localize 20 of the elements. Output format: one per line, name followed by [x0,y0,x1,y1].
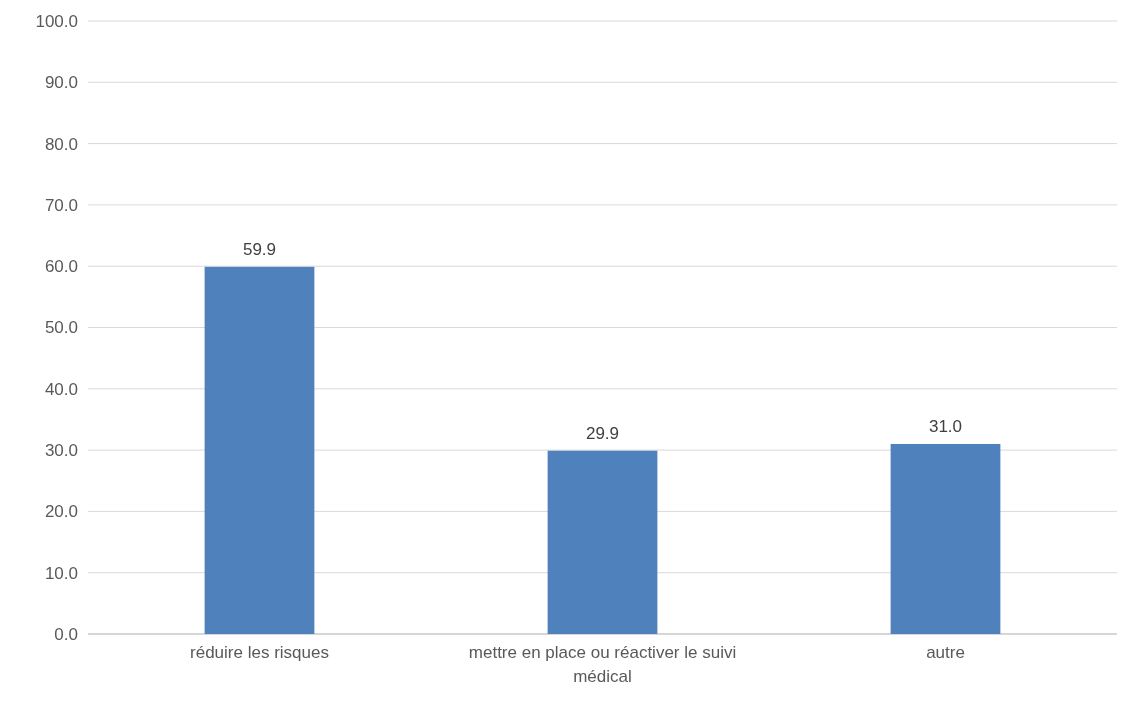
y-tick-label: 20.0 [44,502,78,522]
y-tick-label: 10.0 [44,563,78,583]
bar [204,266,315,634]
y-tick-label: 50.0 [44,318,78,338]
y-tick-label: 70.0 [44,195,78,215]
y-tick-label: 90.0 [44,73,78,93]
data-label: 59.9 [242,239,277,259]
bar [547,450,658,634]
y-tick-label: 60.0 [44,257,78,277]
y-tick-label: 40.0 [44,379,78,399]
x-tick-label: autre [926,643,965,662]
y-tick-label: 100.0 [35,11,78,31]
bar [890,443,1001,634]
data-label: 29.9 [585,423,620,443]
data-label: 31.0 [928,416,963,436]
y-tick-label: 0.0 [54,624,78,644]
y-tick-label: 30.0 [44,441,78,461]
x-tick-label: mettre en place ou réactiver le suivi médical [468,643,737,686]
x-tick-label: réduire les risques [190,643,329,662]
y-tick-label: 80.0 [44,134,78,154]
